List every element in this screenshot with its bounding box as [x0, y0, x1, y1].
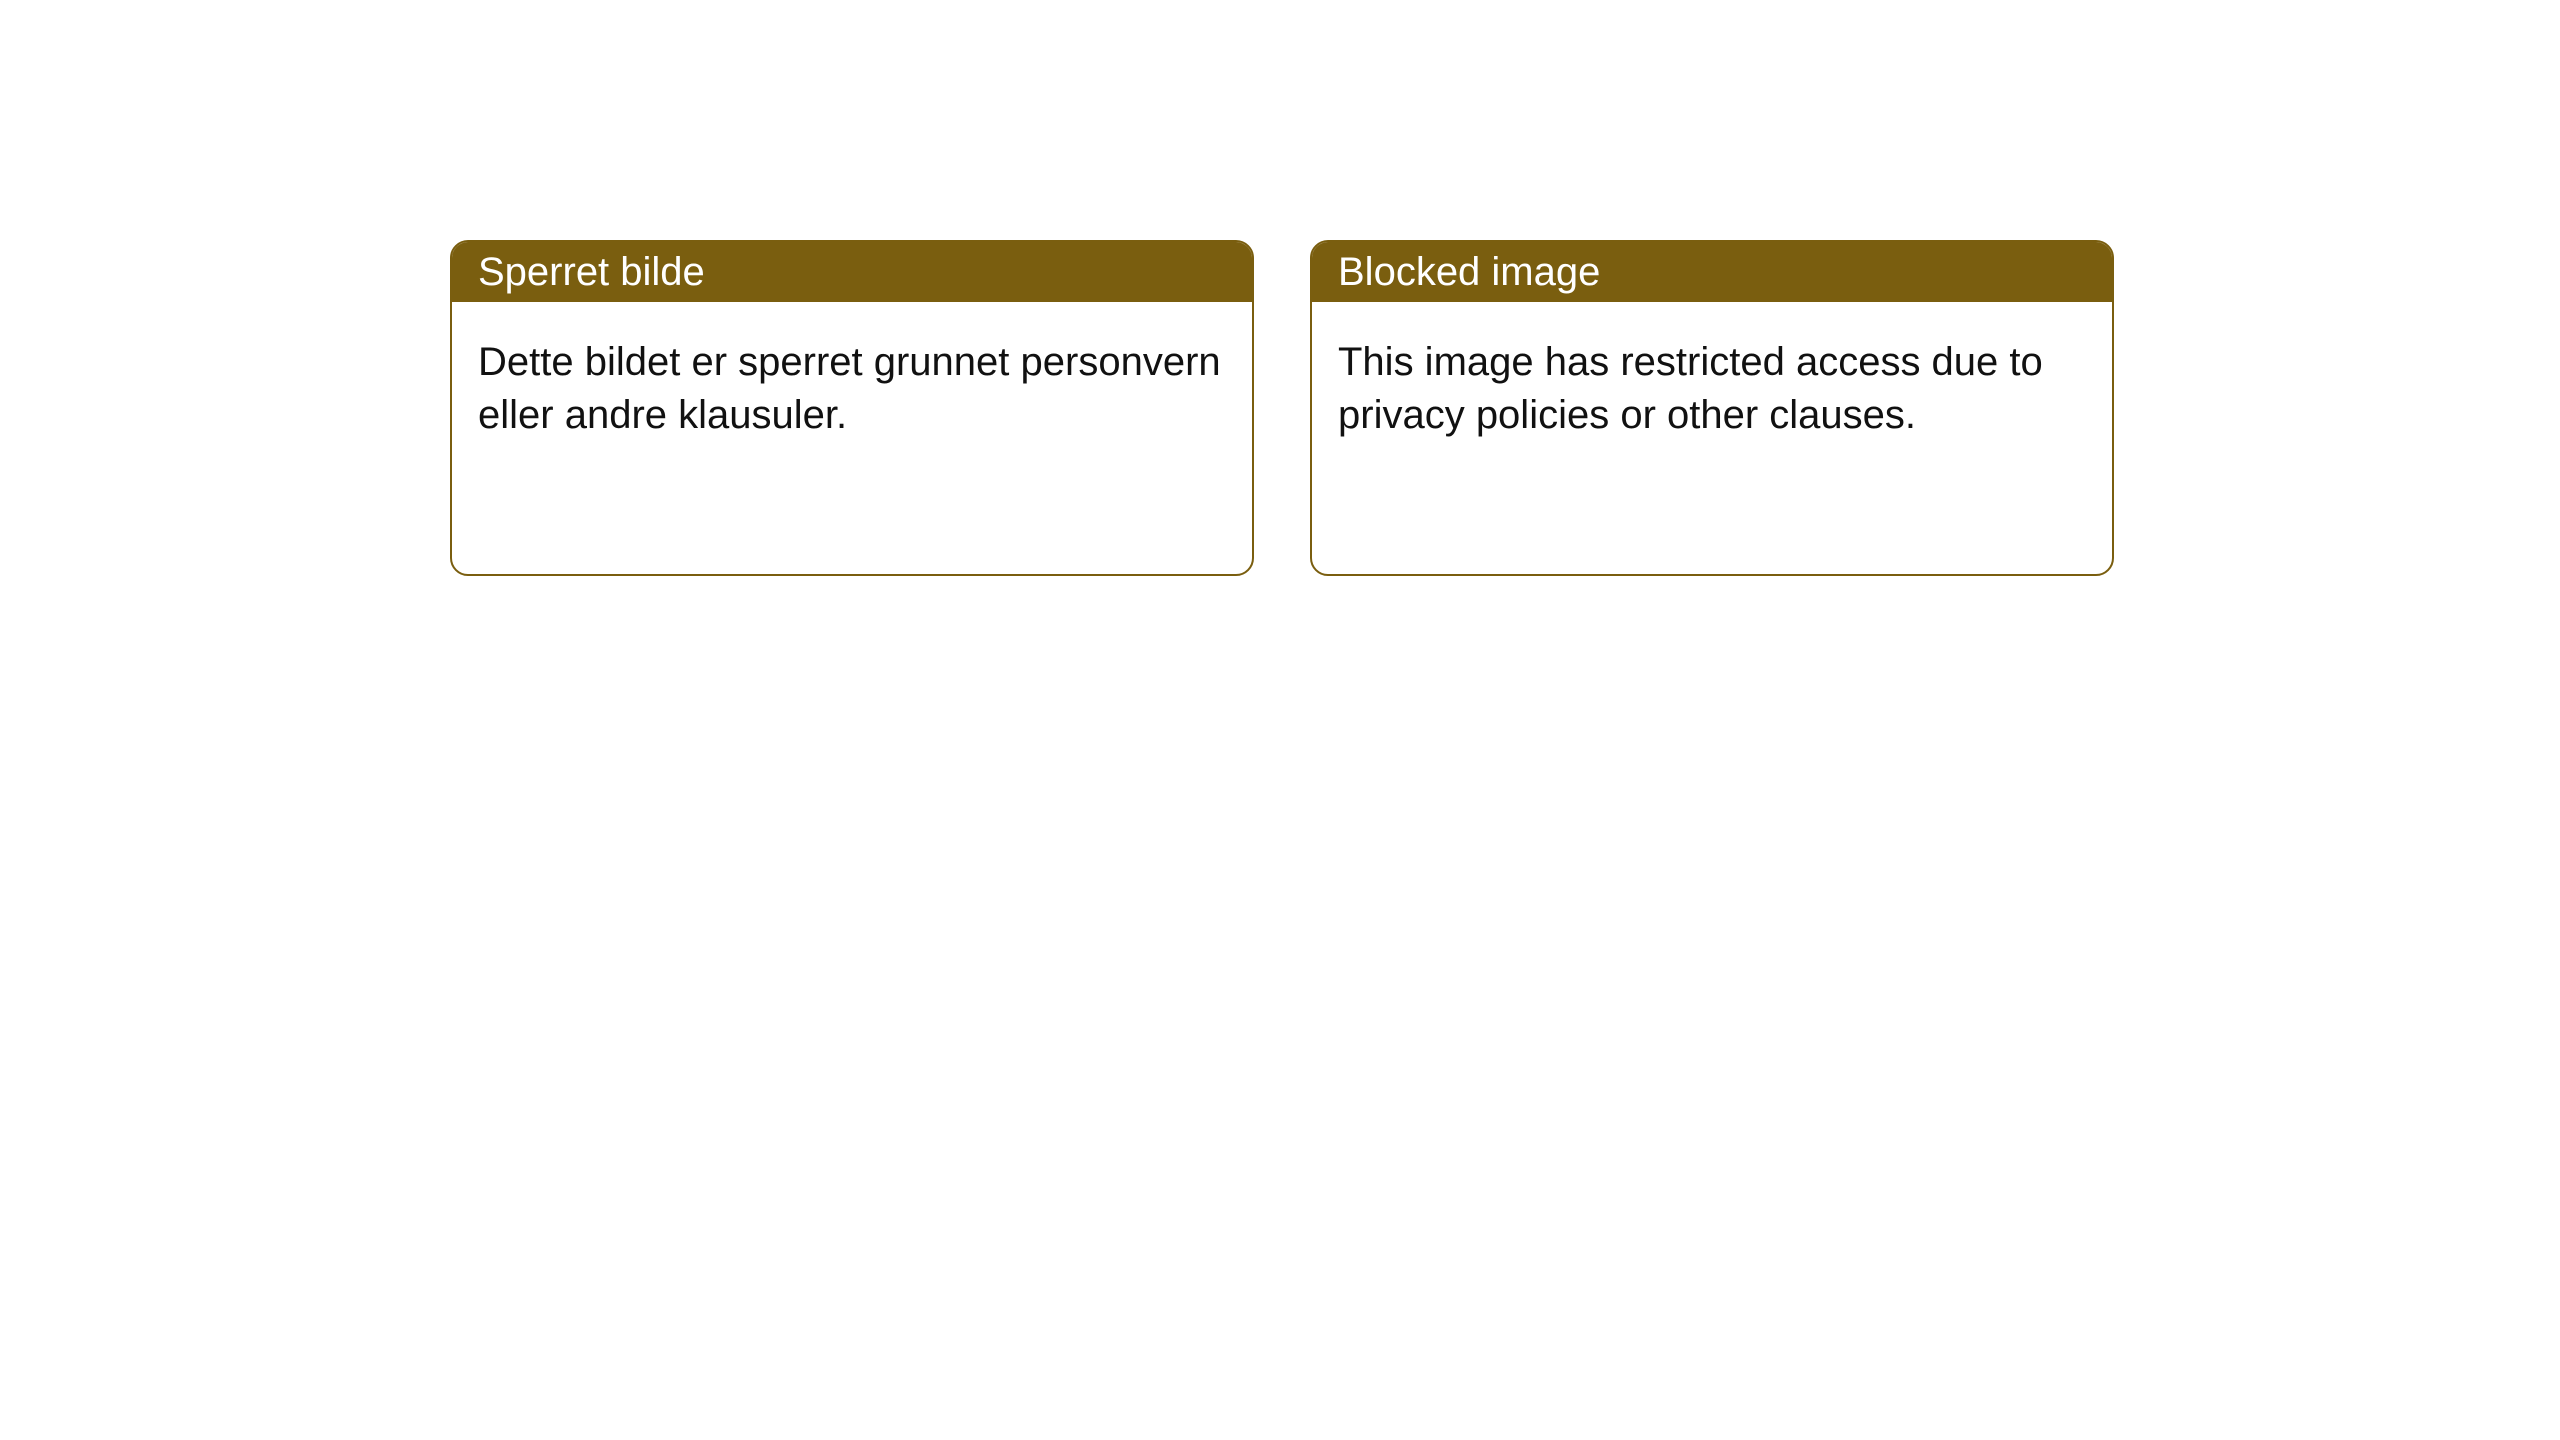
card-header: Sperret bilde	[452, 242, 1252, 302]
card-body-text: This image has restricted access due to …	[1338, 340, 2043, 437]
card-header-title: Blocked image	[1338, 250, 1600, 295]
card-header-title: Sperret bilde	[478, 250, 705, 295]
card-body-text: Dette bildet er sperret grunnet personve…	[478, 340, 1221, 437]
blocked-image-card-no: Sperret bilde Dette bildet er sperret gr…	[450, 240, 1254, 576]
blocked-image-card-en: Blocked image This image has restricted …	[1310, 240, 2114, 576]
card-body: Dette bildet er sperret grunnet personve…	[452, 302, 1252, 476]
cards-container: Sperret bilde Dette bildet er sperret gr…	[0, 0, 2560, 576]
card-header: Blocked image	[1312, 242, 2112, 302]
card-body: This image has restricted access due to …	[1312, 302, 2112, 476]
